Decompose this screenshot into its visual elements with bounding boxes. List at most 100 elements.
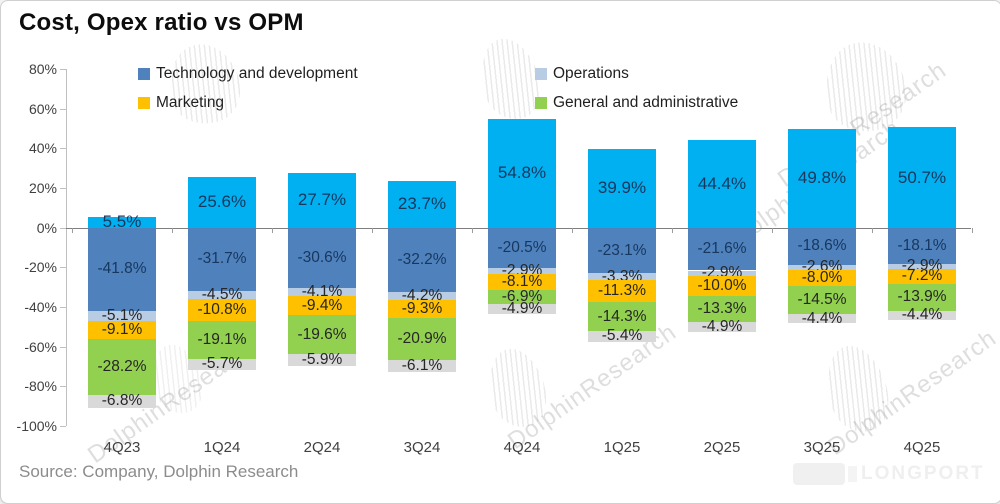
legend-label: Technology and development <box>156 65 358 82</box>
y-axis-tick-label: -100% <box>16 418 57 434</box>
bar-segment <box>688 322 756 333</box>
bar-segment <box>888 227 956 264</box>
legend-swatch-icon <box>138 68 150 80</box>
x-axis-category-label: 4Q23 <box>103 439 141 456</box>
bar-segment <box>88 216 156 228</box>
longport-wordmark: LONGPORT <box>861 463 985 484</box>
bar-segment-label: -4.5% <box>201 285 243 303</box>
category-axis-tick <box>872 227 873 233</box>
longport-watermark: LONGPORT <box>793 463 985 485</box>
bar-segment <box>188 176 256 228</box>
bar-segment <box>788 227 856 265</box>
bar-segment-label: -5.4% <box>601 327 643 345</box>
legend-item-operations: Operations <box>535 65 629 83</box>
bar-segment-label: -14.5% <box>797 290 847 308</box>
bar-segment <box>288 227 356 289</box>
y-axis-tick <box>60 188 66 189</box>
bar-segment-label: -8.0% <box>801 268 843 286</box>
bar-segment-label: 23.7% <box>397 194 447 214</box>
legend-label: General and administrative <box>553 94 739 111</box>
bar-segment-label: -5.1% <box>101 306 143 324</box>
x-axis-category-label: 4Q25 <box>903 439 941 456</box>
source-note: Source: Company, Dolphin Research <box>19 462 299 481</box>
bar-segment-label: 54.8% <box>497 163 547 183</box>
bar-segment-label: 25.6% <box>197 192 247 212</box>
legend-label: Operations <box>553 65 629 82</box>
bar-segment-label: -4.9% <box>701 318 743 336</box>
x-axis-category-label: 4Q24 <box>503 439 541 456</box>
y-axis-tick-label: -40% <box>24 299 57 315</box>
category-axis-tick <box>672 227 673 233</box>
bar-segment <box>388 359 456 372</box>
bar-segment <box>188 290 256 300</box>
bar-segment-label: -9.3% <box>401 300 443 318</box>
legend-swatch-icon <box>138 97 150 109</box>
bar-segment <box>888 311 956 320</box>
bar-segment-label: -6.9% <box>501 287 543 305</box>
bar-segment <box>88 227 156 311</box>
bar-segment <box>788 269 856 286</box>
bar-segment <box>588 302 656 331</box>
bar-segment <box>88 320 156 339</box>
y-axis-tick-label: -20% <box>24 259 57 276</box>
bar-segment-label: -9.1% <box>101 320 143 338</box>
bar-segment <box>388 299 456 319</box>
legend-swatch-icon <box>535 97 547 109</box>
bar-segment-label: -10.0% <box>697 277 747 295</box>
category-axis-tick <box>172 227 173 233</box>
bar-segment <box>888 127 956 228</box>
bar-segment-label: -3.3% <box>601 267 643 285</box>
category-axis-tick <box>372 227 373 233</box>
bar-segment-label: -10.8% <box>197 301 247 319</box>
bar-segment-label: -32.2% <box>397 250 447 268</box>
category-axis-tick <box>572 227 573 233</box>
legend-swatch-icon <box>535 68 547 80</box>
bar-segment <box>488 274 556 291</box>
legend-label: Marketing <box>156 94 225 111</box>
bar-segment <box>88 394 156 409</box>
y-axis-tick-label: 80% <box>28 61 57 77</box>
bar-segment <box>488 290 556 304</box>
bar-segment <box>188 358 256 371</box>
bar-segment <box>588 148 656 228</box>
bar-segment <box>188 227 256 291</box>
y-axis-tick-label: 20% <box>28 180 57 196</box>
bar-segment-label: -20.9% <box>397 329 447 347</box>
y-axis-tick-label: -80% <box>24 378 57 395</box>
category-axis-tick <box>72 227 73 233</box>
y-axis-tick-label: 40% <box>28 140 57 157</box>
plot-area: 5.5% -41.8% -5.1% -9.1% -28.2% -6.8% 25.6% -31.… <box>60 69 973 427</box>
y-axis-labels: 80% 60% 40% 20% 0% -20% -40% -60% -80% -100% <box>1 62 57 433</box>
y-axis-tick-label: 60% <box>28 100 57 117</box>
bar-segment <box>288 315 356 354</box>
bar-segment <box>888 283 956 312</box>
bar-segment-label: -28.2% <box>97 357 147 375</box>
y-axis-tick-label: 0% <box>36 219 57 236</box>
y-axis-tick <box>60 346 66 348</box>
bar-segment-label: -5.9% <box>301 350 343 368</box>
bar-segment-label: -18.1% <box>897 236 947 254</box>
bar-segment-label: 50.7% <box>897 167 947 187</box>
category-axis-tick <box>272 227 273 233</box>
bar-segment <box>688 270 756 277</box>
bar-segment-label: -31.7% <box>197 250 247 268</box>
bar-segment <box>588 330 656 342</box>
bar-segment <box>788 285 856 315</box>
bar-segment-label: -11.3% <box>598 282 646 300</box>
bar-segment <box>788 128 856 228</box>
bar-segment-label: -9.4% <box>301 296 343 314</box>
bar-segment <box>688 276 756 297</box>
y-axis-tick <box>60 227 66 229</box>
bar-segment <box>588 280 656 303</box>
bar-segment-label: -19.1% <box>197 330 247 348</box>
bar-segment <box>488 303 556 314</box>
category-axis-tick <box>472 227 473 233</box>
bar-segment <box>688 296 756 323</box>
y-axis-tick <box>60 69 66 70</box>
bar-segment-label: -30.6% <box>297 248 347 266</box>
y-axis-tick <box>60 426 66 427</box>
legend-item-marketing: Marketing <box>138 94 224 112</box>
bar-segment-label: -5.7% <box>201 355 243 373</box>
bar-segment <box>88 338 156 395</box>
y-axis-tick <box>60 108 66 110</box>
